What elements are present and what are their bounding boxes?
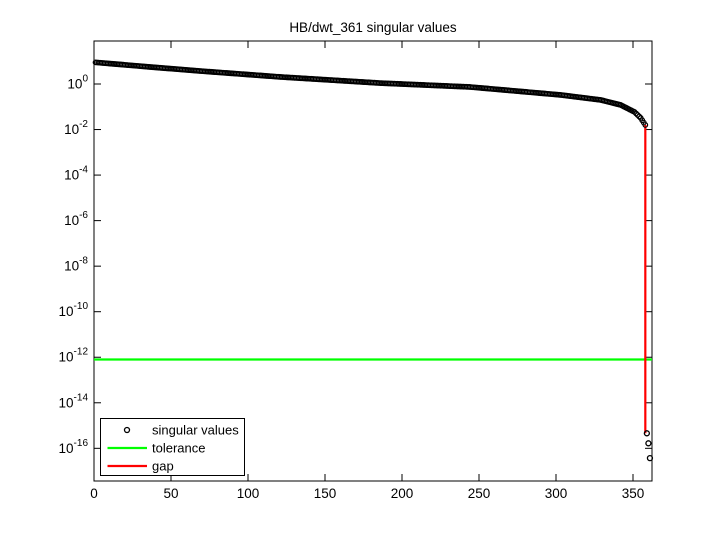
legend-label-gap: gap bbox=[152, 459, 174, 474]
y-axis-ticks: 100 10-2 10-4 10-6 10-8 10-10 10-12 10-14 10-16 bbox=[59, 74, 652, 456]
singular-value-marker-tail bbox=[643, 430, 651, 437]
axes-box bbox=[93, 40, 653, 482]
open-circle-marker-icon bbox=[123, 426, 131, 434]
legend-entry-gap: gap bbox=[107, 459, 174, 474]
legend-label-tolerance: tolerance bbox=[152, 441, 205, 456]
singular-value-marker bbox=[633, 110, 639, 117]
y-tick-label: 10-16 bbox=[59, 438, 89, 456]
x-axis-ticks: 0 50 100 150 200 250 300 350 bbox=[90, 41, 644, 501]
y-tick-label: 10-8 bbox=[64, 256, 88, 274]
singular-value-marker bbox=[636, 113, 643, 120]
x-tick-label: 0 bbox=[90, 486, 98, 501]
x-tick-label: 300 bbox=[545, 486, 568, 501]
singular-value-marker bbox=[642, 122, 649, 128]
y-tick-label: 10-4 bbox=[64, 165, 88, 183]
plot-title: HB/dwt_361 singular values bbox=[289, 20, 457, 35]
x-tick-label: 350 bbox=[622, 486, 645, 501]
legend-label-singular-values: singular values bbox=[152, 423, 239, 438]
singular-values-series bbox=[92, 59, 654, 462]
x-tick-label: 50 bbox=[163, 486, 178, 501]
x-tick-label: 100 bbox=[237, 486, 260, 501]
legend-entry-tolerance: tolerance bbox=[107, 441, 205, 456]
legend: singular values tolerance gap bbox=[100, 418, 245, 476]
x-tick-label: 150 bbox=[314, 486, 337, 501]
x-tick-label: 200 bbox=[391, 486, 414, 501]
y-tick-label: 10-10 bbox=[59, 301, 89, 319]
singular-value-marker bbox=[634, 112, 641, 118]
y-tick-label: 10-12 bbox=[59, 347, 89, 365]
legend-entry-singular-values: singular values bbox=[123, 423, 239, 438]
y-tick-label: 10-6 bbox=[64, 210, 88, 228]
y-tick-label: 100 bbox=[67, 74, 88, 92]
x-tick-label: 250 bbox=[468, 486, 491, 501]
y-tick-label: 10-14 bbox=[59, 392, 89, 410]
singular-value-marker bbox=[631, 109, 638, 115]
y-tick-label: 10-2 bbox=[64, 119, 88, 137]
singular-value-marker-tail bbox=[646, 454, 654, 462]
singular-value-marker-tail bbox=[645, 440, 652, 447]
